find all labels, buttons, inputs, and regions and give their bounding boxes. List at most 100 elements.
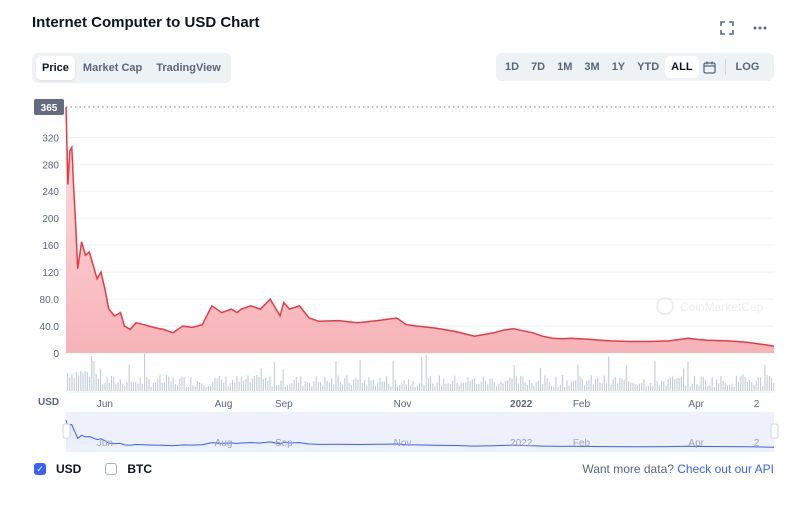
x-tick-label: Feb — [573, 399, 591, 410]
volume-bar — [467, 377, 469, 391]
volume-bar — [146, 376, 148, 391]
volume-bar — [225, 376, 227, 391]
volume-bar — [628, 381, 630, 391]
volume-bar — [335, 361, 337, 391]
usd-checkbox-label: USD — [56, 462, 82, 476]
range-7d-button[interactable]: 7D — [531, 61, 546, 73]
range-1d-button[interactable]: 1D — [505, 61, 520, 73]
page-title: Internet Computer to USD Chart — [32, 14, 260, 31]
volume-bar — [581, 378, 583, 391]
volume-bar — [566, 380, 568, 391]
volume-bar — [733, 387, 735, 391]
volume-bar — [612, 378, 614, 391]
volume-bar — [201, 383, 203, 391]
volume-bar — [86, 372, 88, 391]
range-ytd-button[interactable]: YTD — [637, 61, 660, 73]
volume-bar — [177, 385, 179, 391]
volume-bar — [643, 378, 645, 391]
volume-bar — [502, 383, 504, 391]
volume-bar — [478, 383, 480, 391]
volume-bar — [449, 383, 451, 391]
volume-bar — [641, 382, 643, 391]
range-all-button[interactable]: ALL — [665, 56, 699, 78]
volume-bar — [386, 376, 388, 391]
more-icon[interactable] — [750, 18, 770, 38]
volume-bar — [755, 380, 757, 391]
navigator-area — [66, 420, 774, 448]
volume-bar — [117, 382, 119, 391]
volume-bar — [350, 385, 352, 391]
y-tick-label: 0 — [53, 349, 59, 360]
volume-bar — [366, 385, 368, 391]
volume-bar — [280, 380, 282, 391]
volume-bar — [392, 361, 394, 391]
volume-bar — [639, 383, 641, 391]
volume-bar — [221, 379, 223, 391]
range-1y-button[interactable]: 1Y — [611, 61, 626, 73]
api-link[interactable]: Check out our API — [677, 462, 774, 476]
navigator-tick-label: Nov — [394, 438, 412, 449]
tab-market-cap[interactable]: Market Cap — [82, 62, 143, 74]
volume-bar — [757, 377, 759, 391]
volume-bar — [375, 386, 377, 391]
log-scale-button[interactable]: LOG — [735, 61, 760, 73]
tab-price[interactable]: Price — [36, 56, 75, 80]
calendar-icon[interactable] — [699, 58, 721, 76]
volume-bar — [577, 364, 579, 391]
volume-bar — [645, 386, 647, 391]
volume-bar — [412, 381, 414, 391]
volume-bar — [159, 375, 161, 391]
volume-bar — [97, 378, 99, 391]
volume-bar — [232, 379, 234, 391]
volume-bar — [331, 378, 333, 391]
volume-bar — [339, 382, 341, 391]
volume-bar — [716, 379, 718, 391]
volume-bar — [746, 382, 748, 391]
volume-bar — [575, 380, 577, 391]
range-1m-button[interactable]: 1M — [557, 61, 573, 73]
volume-bar — [680, 376, 682, 391]
volume-bar — [621, 378, 623, 391]
tab-tradingview[interactable]: TradingView — [156, 62, 221, 74]
volume-bar — [183, 377, 185, 391]
volume-bar — [205, 387, 207, 391]
range-3m-button[interactable]: 3M — [584, 61, 600, 73]
usd-checkbox[interactable]: ✓ — [34, 463, 46, 475]
volume-bar — [676, 378, 678, 391]
volume-bar — [421, 356, 423, 391]
volume-bar — [674, 379, 676, 391]
navigator-tick-label: Feb — [573, 438, 591, 449]
volume-bar — [300, 376, 302, 391]
volume-bar — [353, 379, 355, 391]
volume-bar — [551, 385, 553, 391]
volume-bar — [170, 381, 172, 391]
x-tick-label: Sep — [275, 399, 293, 410]
volume-bar — [599, 382, 601, 391]
volume-bar — [383, 381, 385, 391]
volume-bar — [414, 387, 416, 391]
volume-bar — [194, 386, 196, 391]
btc-checkbox[interactable] — [105, 463, 118, 475]
volume-bar — [623, 379, 625, 391]
volume-bar — [630, 382, 632, 391]
volume-bar — [289, 384, 291, 391]
navigator-left-handle[interactable] — [62, 423, 71, 439]
volume-bar — [388, 384, 390, 391]
volume-bar — [75, 371, 77, 391]
volume-bar — [694, 376, 696, 391]
volume-bar — [500, 381, 502, 391]
volume-bar — [634, 384, 636, 391]
volume-bar — [513, 364, 515, 391]
volume-bar — [597, 377, 599, 391]
watermark-text: CoinMarketCap — [680, 300, 764, 314]
volume-bar — [471, 378, 473, 391]
y-tick-label: 120 — [42, 268, 59, 279]
expand-icon[interactable] — [717, 18, 737, 38]
navigator-right-handle[interactable] — [770, 423, 779, 439]
volume-bar — [282, 369, 284, 391]
volume-bar — [573, 381, 575, 391]
volume-bar — [111, 375, 113, 391]
volume-bar — [592, 384, 594, 391]
volume-bar — [764, 364, 766, 391]
